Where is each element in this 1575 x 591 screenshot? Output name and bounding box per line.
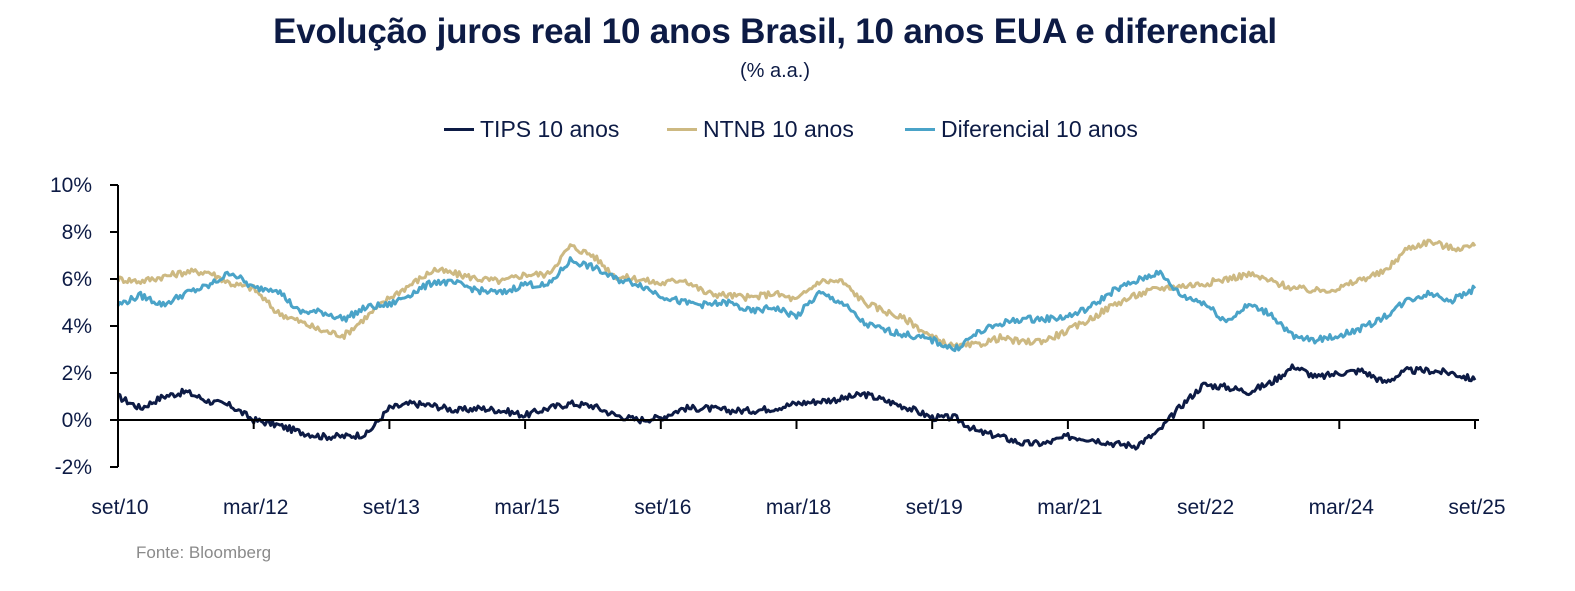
chart-subtitle: (% a.a.) — [739, 60, 811, 82]
legend-item-tips: TIPS 10 anos — [444, 116, 619, 143]
y-axis: -2% 0% 2% 4% 6% 8% 10% — [50, 174, 118, 479]
source-note: Fonte: Bloomberg — [136, 543, 272, 562]
legend: TIPS 10 anos NTNB 10 anos Diferencial 10… — [0, 116, 1575, 146]
legend-item-diferencial: Diferencial 10 anos — [905, 116, 1138, 143]
legend-item-ntnb: NTNB 10 anos — [667, 116, 854, 143]
y-tick-label: 4% — [62, 315, 92, 338]
legend-label-tips: TIPS 10 anos — [480, 116, 620, 142]
x-tick-label: set/25 — [1448, 496, 1505, 519]
y-tick-label: 2% — [62, 362, 92, 385]
y-tick-label: 0% — [62, 409, 92, 432]
legend-swatch-diferencial — [905, 128, 935, 131]
y-tick-label: 8% — [62, 221, 92, 244]
y-tick-label: 6% — [62, 268, 92, 291]
series-line-tips-10-anos — [117, 363, 1477, 451]
x-tick-label: set/13 — [363, 496, 420, 519]
legend-swatch-tips — [444, 128, 474, 131]
x-tick-label: mar/12 — [223, 496, 288, 519]
x-tick-label: set/19 — [906, 496, 963, 519]
series-layer — [116, 238, 1477, 451]
x-tick-label: mar/24 — [1309, 496, 1375, 519]
x-tick-label: mar/21 — [1037, 496, 1102, 519]
x-axis: set/10 mar/12 set/13 mar/15 set/16 mar/18 set/… — [91, 420, 1506, 519]
x-tick-label: set/22 — [1177, 496, 1234, 519]
x-tick-label: set/16 — [634, 496, 691, 519]
series-line-diferencial-10-anos — [116, 256, 1477, 353]
legend-swatch-ntnb — [667, 128, 697, 131]
x-tick-label: mar/15 — [494, 496, 559, 519]
x-tick-label: mar/18 — [766, 496, 831, 519]
y-tick-label: -2% — [55, 456, 92, 479]
series-line-ntnb-10-anos — [116, 238, 1477, 351]
y-tick-label: 10% — [50, 174, 92, 197]
legend-label-diferencial: Diferencial 10 anos — [941, 116, 1138, 142]
chart-title: Evolução juros real 10 anos Brasil, 10 a… — [273, 12, 1277, 51]
axes-layer — [117, 185, 1479, 467]
x-tick-label: set/10 — [91, 496, 148, 519]
legend-label-ntnb: NTNB 10 anos — [703, 116, 854, 142]
